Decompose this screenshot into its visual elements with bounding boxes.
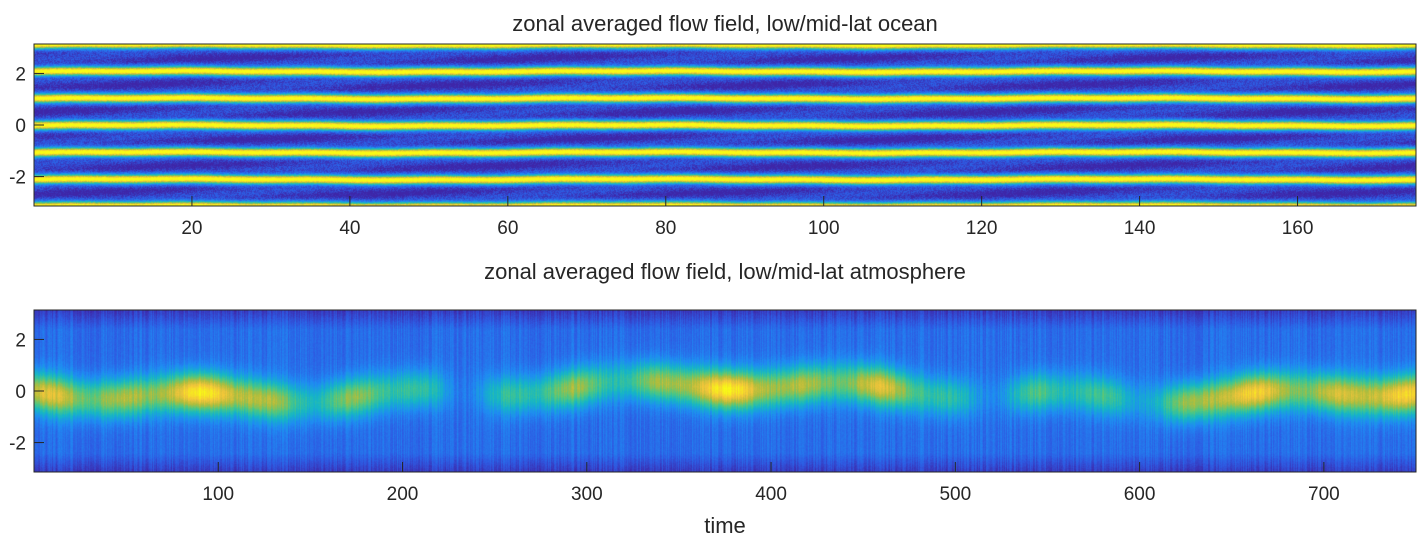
atmosphere-xlabel: time <box>704 513 746 538</box>
y-tick-label: 0 <box>15 116 26 137</box>
x-tick-label: 300 <box>571 484 603 505</box>
ocean-heatmap-canvas <box>34 44 1416 206</box>
y-tick-label: 2 <box>15 64 26 85</box>
x-tick-label: 700 <box>1308 484 1340 505</box>
x-tick-label: 400 <box>755 484 787 505</box>
ocean-panel: zonal averaged flow field, low/mid-lat o… <box>9 11 1417 239</box>
atmosphere-heatmap <box>34 310 1416 472</box>
atmosphere-panel: zonal averaged flow field, low/mid-lat a… <box>9 259 1417 538</box>
x-tick-label: 500 <box>939 484 971 505</box>
y-tick-label: 0 <box>15 382 26 403</box>
x-tick-label: 40 <box>339 218 360 239</box>
x-tick-label: 60 <box>497 218 518 239</box>
x-tick-label: 140 <box>1124 218 1156 239</box>
atmosphere-title: zonal averaged flow field, low/mid-lat a… <box>484 259 966 284</box>
atmosphere-axis-ticks: 100 200 300 400 500 600 700 2 0 -2 <box>9 330 1340 505</box>
x-tick-label: 100 <box>202 484 234 505</box>
x-tick-label: 120 <box>966 218 998 239</box>
x-tick-label: 600 <box>1124 484 1156 505</box>
ocean-title: zonal averaged flow field, low/mid-lat o… <box>512 11 938 36</box>
y-tick-label: -2 <box>9 168 26 189</box>
atmosphere-heatmap-canvas <box>34 310 1416 472</box>
x-tick-label: 160 <box>1282 218 1314 239</box>
x-tick-label: 80 <box>655 218 676 239</box>
x-tick-label: 20 <box>181 218 202 239</box>
ocean-heatmap <box>34 44 1416 206</box>
y-tick-label: 2 <box>15 330 26 351</box>
y-tick-label: -2 <box>9 434 26 455</box>
x-tick-label: 200 <box>387 484 419 505</box>
x-tick-label: 100 <box>808 218 840 239</box>
